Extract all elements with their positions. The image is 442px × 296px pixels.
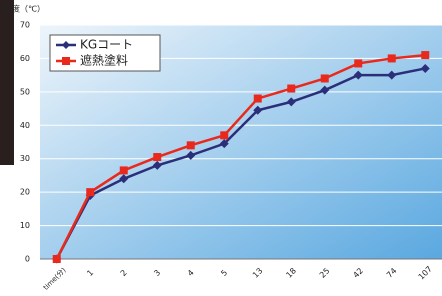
x-tick-label: 1 bbox=[85, 268, 95, 278]
x-axis-title: time(分) bbox=[41, 265, 68, 292]
y-tick-label: 50 bbox=[20, 87, 30, 96]
y-tick-label: 40 bbox=[20, 121, 30, 130]
x-tick-label: 42 bbox=[351, 266, 365, 280]
y-tick-label: 0 bbox=[25, 255, 30, 264]
data-point bbox=[254, 95, 262, 103]
legend-label: KGコート bbox=[80, 38, 133, 52]
x-tick-label: 18 bbox=[284, 266, 298, 280]
y-axis-title: 温度（℃） bbox=[4, 4, 45, 14]
data-point bbox=[86, 188, 94, 196]
data-point bbox=[120, 166, 128, 174]
y-tick-label: 60 bbox=[20, 54, 30, 63]
y-tick-label: 30 bbox=[20, 154, 30, 163]
data-point bbox=[287, 85, 295, 93]
data-point bbox=[388, 54, 396, 62]
legend-label: 遮熱塗料 bbox=[80, 53, 128, 68]
data-point bbox=[321, 74, 329, 82]
data-point bbox=[220, 131, 228, 139]
x-tick-label: 5 bbox=[219, 268, 229, 278]
data-point bbox=[153, 153, 161, 161]
x-tick-label: 4 bbox=[186, 268, 196, 278]
y-tick-label: 70 bbox=[20, 21, 30, 30]
x-tick-label: 13 bbox=[251, 266, 265, 280]
x-tick-label: 107 bbox=[417, 264, 434, 281]
y-tick-label: 10 bbox=[20, 221, 30, 230]
data-point bbox=[421, 51, 429, 59]
edge-strip bbox=[0, 0, 14, 165]
x-tick-label: 2 bbox=[119, 268, 129, 278]
chart: 温度（℃） 0 10 20 30 40 50 60 70 1 2 3 4 5 13 18 25 42 74 107 t… bbox=[0, 0, 442, 296]
data-point bbox=[53, 255, 61, 263]
legend-marker bbox=[62, 57, 70, 65]
data-point bbox=[187, 141, 195, 149]
x-tick-label: 25 bbox=[318, 266, 332, 280]
x-tick-label: 3 bbox=[152, 268, 162, 278]
data-point bbox=[354, 59, 362, 67]
y-tick-label: 20 bbox=[20, 188, 30, 197]
x-tick-label: 74 bbox=[385, 266, 399, 280]
